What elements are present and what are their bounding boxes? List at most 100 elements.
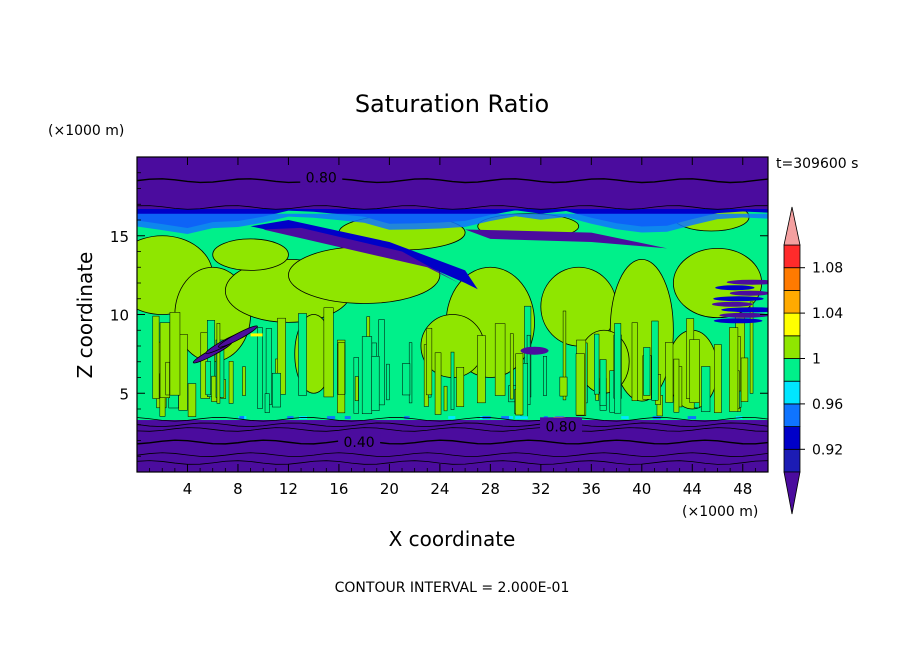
convective-streak [689, 339, 700, 403]
contour-line [137, 452, 768, 457]
convective-streak [272, 372, 281, 408]
convective-streak [277, 317, 286, 395]
colorbar-segment [783, 289, 801, 314]
convective-streak [643, 347, 651, 396]
upper-fringe-light [137, 213, 768, 235]
contour-line [137, 417, 768, 422]
boundary-speck [448, 416, 456, 420]
boundary-speck [344, 416, 351, 420]
boundary-speck [508, 416, 514, 420]
colorbar-label: 1 [812, 352, 821, 368]
convective-streak [426, 327, 433, 396]
contour-label-bg [540, 417, 583, 434]
right-dry-streak [726, 279, 768, 285]
convective-streak [378, 319, 385, 406]
x-tick-label: 40 [632, 480, 651, 498]
convective-streak [434, 352, 442, 415]
colorbar-bottom-arrow [783, 471, 801, 515]
x-tick-label: 24 [430, 480, 449, 498]
contour-line [137, 460, 768, 465]
colorbar-label: 1.04 [812, 306, 843, 322]
colorbar-label: 1.08 [812, 261, 843, 277]
convective-streak [443, 385, 448, 412]
contour-label: 0.80 [545, 419, 576, 435]
y-axis-label: Z coordinate [73, 252, 97, 379]
convective-streak [257, 327, 263, 409]
right-dry-streak [715, 285, 755, 291]
convective-streak [740, 357, 749, 402]
x-tick-label: 32 [531, 480, 550, 498]
boundary-speck [687, 416, 697, 420]
contour-label-bg [300, 168, 343, 185]
convective-streak [169, 312, 181, 396]
convective-streak [323, 307, 334, 398]
convective-streak [631, 322, 638, 401]
y-axis-ticks: 5 10 15 [110, 172, 768, 457]
y-tick-label: 10 [110, 307, 129, 325]
convective-streak [494, 323, 506, 396]
x-tick-label: 8 [233, 480, 243, 498]
x-unit-label: (×1000 m) [682, 504, 758, 520]
x-tick-label: 20 [380, 480, 399, 498]
colorbar-segment [783, 244, 801, 269]
contour-label: 0.40 [344, 435, 375, 451]
x-tick-label: 36 [582, 480, 601, 498]
colorbar-label: 0.92 [812, 442, 843, 458]
convective-streak [216, 323, 221, 404]
convective-streak [714, 344, 722, 413]
convective-streak [205, 361, 211, 396]
right-dry-streak [711, 301, 753, 307]
right-dry-streak [713, 318, 763, 324]
convective-streak [402, 363, 411, 396]
convective-streak [515, 353, 524, 416]
convective-streak [386, 363, 390, 401]
saturation-field [137, 157, 768, 472]
colorbar-segment [783, 267, 801, 291]
right-dry-streak [721, 307, 768, 313]
convective-streak [749, 301, 754, 394]
convective-streak [371, 356, 380, 411]
convective-streak [665, 342, 674, 403]
dry-spot [520, 346, 549, 355]
convective-streak [594, 333, 600, 395]
convective-streak [265, 328, 272, 405]
contour-line [137, 427, 768, 432]
contour-line [137, 439, 768, 445]
convective-streak [450, 351, 455, 410]
colorbar-segment [783, 358, 801, 382]
boundary-speck [239, 416, 245, 420]
convective-streak [559, 376, 568, 397]
contour-label-bg [338, 433, 381, 450]
colorbar-segment [783, 312, 801, 337]
left-dry-streak [218, 325, 258, 348]
right-dry-streak [713, 296, 764, 302]
convective-streak [187, 383, 197, 417]
convective-streak [729, 327, 739, 412]
convective-streak [701, 366, 711, 412]
convective-streak [543, 356, 547, 396]
colorbar-segment [783, 380, 801, 405]
band-upper [137, 157, 768, 211]
boundary-speck [287, 416, 294, 420]
right-dry-streak [729, 290, 768, 296]
convective-streak [361, 336, 373, 414]
x-tick-label: 48 [733, 480, 752, 498]
convective-streak [651, 320, 659, 401]
x-tick-label: 12 [279, 480, 298, 498]
dry-tongue-right [465, 229, 668, 249]
boundary-speck [621, 416, 629, 420]
convective-streak [509, 333, 514, 400]
chart-title: Saturation Ratio [355, 90, 549, 118]
y-tick-label: 5 [119, 385, 129, 403]
right-dry-streak [719, 312, 768, 318]
x-axis-label: X coordinate [389, 527, 516, 551]
colorbar-label: 0.96 [812, 397, 843, 413]
green-patch [212, 238, 289, 271]
x-axis-ticks: 4 8 12 16 20 24 28 32 36 40 44 48 [149, 157, 756, 498]
convective-streak [575, 353, 585, 416]
convective-streak [477, 335, 486, 404]
contour-line [137, 422, 768, 428]
contour-interval-note: CONTOUR INTERVAL = 2.000E-01 [335, 580, 570, 596]
colorbar-segment [783, 403, 801, 427]
convective-streak [562, 310, 567, 401]
